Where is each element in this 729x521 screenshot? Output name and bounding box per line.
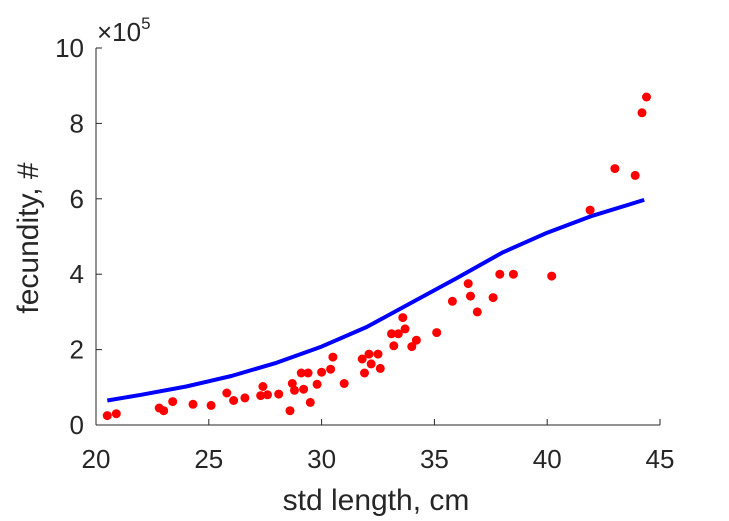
data-point: [303, 368, 313, 378]
data-point: [387, 329, 396, 339]
axes: 20 25 30 35 40 45 0 2 4 6 8 10: [55, 33, 674, 474]
x-tick-label: 35: [420, 444, 449, 474]
data-point: [326, 364, 336, 374]
data-point: [229, 396, 239, 405]
data-point: [400, 324, 410, 334]
data-point: [398, 313, 408, 323]
y-exponent-power: 5: [141, 14, 150, 33]
data-point: [432, 328, 442, 338]
data-point: [389, 341, 399, 351]
data-point: [508, 269, 518, 279]
data-point: [274, 389, 284, 399]
y-tick-label: 0: [70, 410, 84, 440]
data-point: [240, 393, 250, 403]
data-point: [547, 271, 557, 281]
y-tick-label: 4: [70, 259, 84, 289]
x-tick-label: 30: [307, 444, 336, 474]
data-point: [642, 92, 651, 102]
data-point: [407, 342, 417, 352]
data-point: [610, 164, 620, 174]
data-point: [222, 388, 232, 398]
x-tick-label: 25: [194, 444, 223, 474]
y-tick-label: 6: [70, 184, 84, 214]
data-point: [317, 367, 327, 377]
data-point: [637, 108, 647, 118]
data-point: [488, 293, 498, 303]
data-point: [328, 352, 338, 362]
data-point: [312, 379, 322, 389]
data-point: [357, 354, 367, 364]
plot-marks: [102, 92, 651, 421]
x-tick-label: 40: [533, 444, 562, 474]
data-point: [285, 406, 295, 416]
data-point: [375, 363, 385, 373]
y-tick-label: 10: [55, 33, 84, 63]
data-point: [585, 205, 595, 215]
data-point: [296, 368, 306, 378]
data-point: [299, 384, 309, 394]
data-point: [463, 279, 473, 289]
data-point: [111, 409, 121, 419]
data-point: [393, 329, 403, 339]
data-point: [188, 399, 198, 409]
x-tick-label: 20: [82, 444, 111, 474]
x-axis-label: std length, cm: [283, 484, 470, 517]
data-point: [472, 307, 482, 317]
x-tick-label: 45: [646, 444, 675, 474]
y-axis-label: fecundity, #: [12, 162, 45, 314]
y-exponent-base: ×10: [97, 17, 141, 47]
data-point: [339, 379, 349, 388]
data-point: [159, 406, 169, 416]
data-point: [168, 397, 178, 407]
data-point: [495, 269, 505, 279]
y-exponent-label: ×105: [97, 14, 151, 47]
data-point: [263, 390, 272, 400]
data-point: [447, 296, 457, 306]
data-point: [258, 382, 268, 391]
data-point: [102, 411, 112, 421]
data-point: [411, 335, 421, 345]
data-point: [290, 385, 299, 395]
data-point: [206, 400, 216, 410]
data-point: [466, 291, 475, 301]
data-point: [256, 391, 266, 401]
data-point: [373, 349, 383, 359]
y-tick-label: 2: [70, 335, 84, 365]
data-point: [630, 170, 640, 180]
y-tick-label: 8: [70, 108, 84, 138]
fit-curve: [106, 197, 645, 403]
data-point: [364, 349, 374, 359]
data-point: [360, 368, 369, 378]
data-point: [366, 359, 376, 369]
data-point: [287, 379, 297, 388]
data-point: [305, 397, 315, 407]
